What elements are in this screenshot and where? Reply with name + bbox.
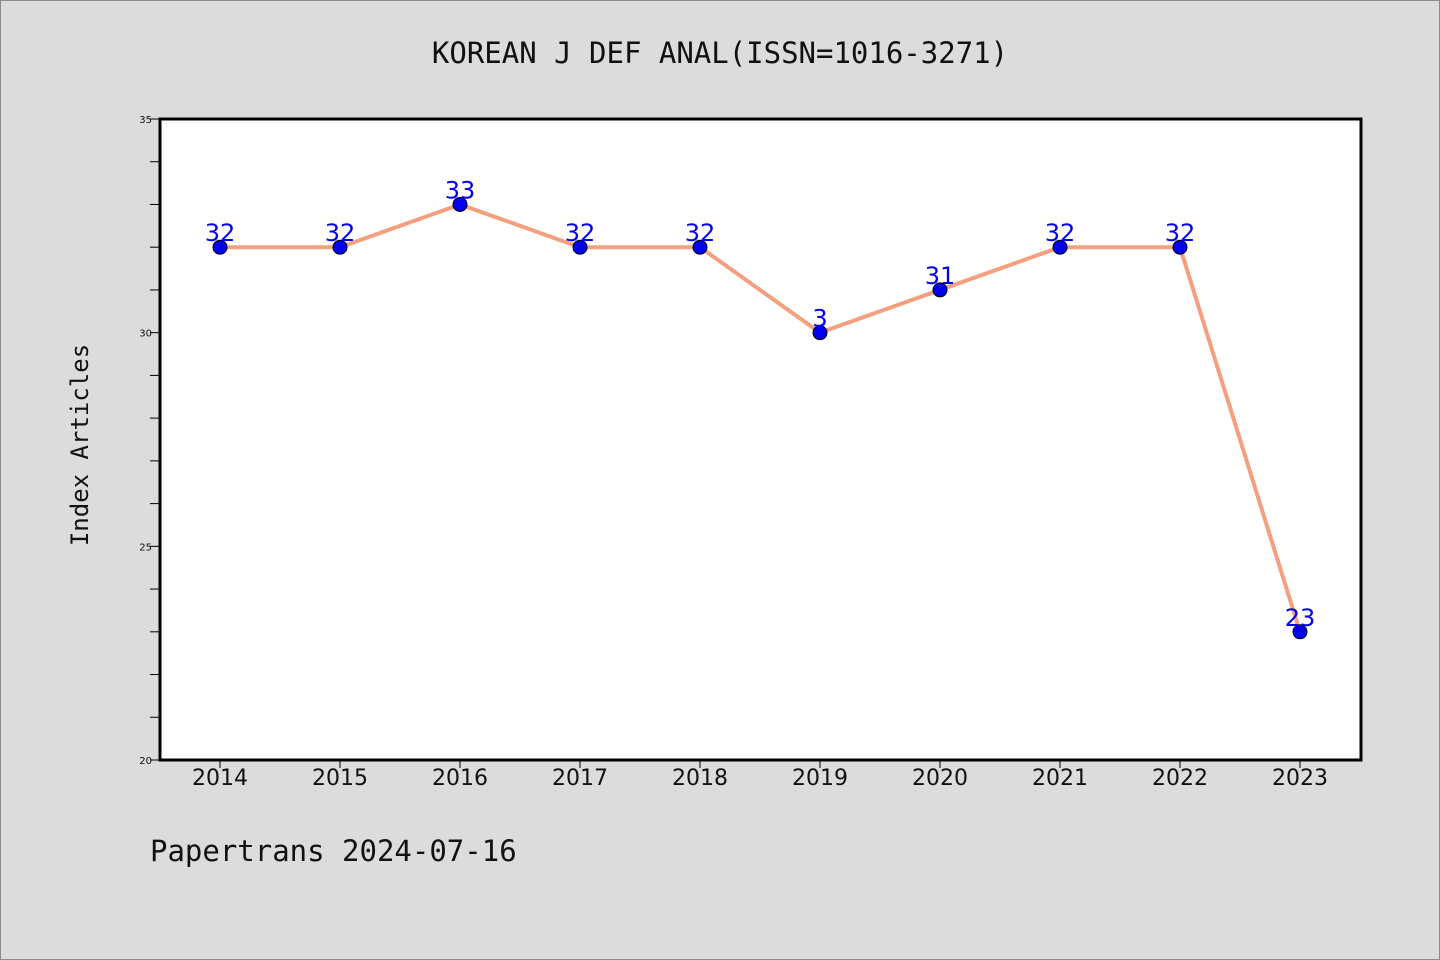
- plot-area: [158, 117, 1363, 762]
- data-point: [572, 239, 588, 255]
- data-point: [1172, 239, 1188, 255]
- x-tick-label: 2015: [312, 766, 368, 791]
- x-tick-label: 2022: [1152, 766, 1208, 791]
- x-tick-label: 2023: [1272, 766, 1328, 791]
- data-label: 3: [812, 305, 827, 333]
- y-tick-label: 35: [139, 115, 152, 126]
- x-tick-label: 2018: [672, 766, 728, 791]
- chart-title: KOREAN J DEF ANAL(ISSN=1016-3271): [431, 36, 1009, 70]
- x-tick-label: 2020: [912, 766, 968, 791]
- data-label: 32: [1165, 219, 1196, 247]
- data-label: 32: [565, 219, 596, 247]
- data-point: [452, 196, 468, 212]
- data-point: [1292, 624, 1308, 640]
- series-line: [220, 202, 1302, 633]
- x-tick-label: 2014: [192, 766, 248, 791]
- data-label: 32: [205, 219, 236, 247]
- footer-credit: Papertrans 2024-07-16: [150, 834, 517, 868]
- x-tick-label: 2021: [1032, 766, 1088, 791]
- data-label: 31: [925, 262, 956, 290]
- data-label: 23: [1285, 604, 1316, 632]
- x-tick-label: 2019: [792, 766, 848, 791]
- data-label: 33: [445, 176, 476, 204]
- data-point: [812, 325, 828, 341]
- data-label: 32: [325, 219, 356, 247]
- y-tick-label: 25: [139, 542, 152, 553]
- data-label: 32: [685, 219, 716, 247]
- data-point: [692, 239, 708, 255]
- data-point: [1052, 239, 1068, 255]
- y-tick-label: 30: [139, 329, 152, 340]
- y-tick-label: 20: [139, 756, 152, 767]
- x-tick-label: 2017: [552, 766, 608, 791]
- x-tick-label: 2016: [432, 766, 488, 791]
- data-point: [332, 239, 348, 255]
- data-point: [932, 282, 948, 298]
- data-point: [212, 239, 228, 255]
- data-label: 32: [1045, 219, 1076, 247]
